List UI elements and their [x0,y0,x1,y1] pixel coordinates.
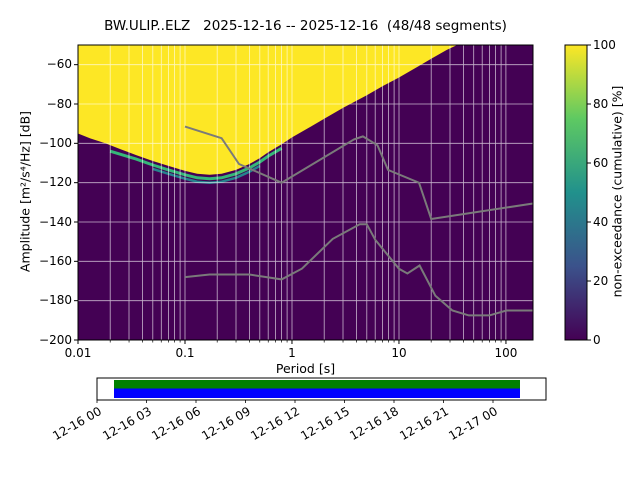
y-tick-label: −100 [39,135,72,150]
colorbar-tick-label: 80 [593,96,609,111]
timeline-used-bar [114,380,520,389]
plot-border [77,44,534,341]
colorbar-tick-label: 0 [593,332,601,347]
x-tick-label: 1 [288,346,296,360]
x-tick-label: 0.1 [175,346,195,360]
colorbar-tick-label: 60 [593,155,609,170]
colorbar-tick-label: 20 [593,273,609,288]
y-tick-label: −180 [39,293,72,308]
colorbar-label: non-exceedance (cumulative) [%] [609,85,625,298]
plot-title: BW.ULIP..ELZ 2025-12-16 -- 2025-12-16 (4… [104,18,507,34]
x-tick-label: 10 [391,346,407,360]
colorbar-gradient [564,44,588,341]
noise-model-low-line [184,223,533,317]
y-tick-label: −140 [39,214,72,229]
y-tick-label: −80 [46,96,72,111]
colorbar-tick-label: 40 [593,214,609,229]
x-tick-label: 0.01 [64,346,92,360]
y-tick-label: −200 [39,332,72,347]
y-tick-label: −160 [39,253,72,268]
x-axis-label: Period [s] [275,361,336,376]
ppsd-100pct-region [78,45,458,175]
timeline-available-bar [114,388,520,398]
y-tick-label: −60 [46,57,72,72]
x-tick-label: 100 [494,346,518,360]
noise-model-high-line [184,125,534,221]
colorbar-tick-label: 100 [593,37,616,52]
y-tick-label: −120 [39,175,72,190]
